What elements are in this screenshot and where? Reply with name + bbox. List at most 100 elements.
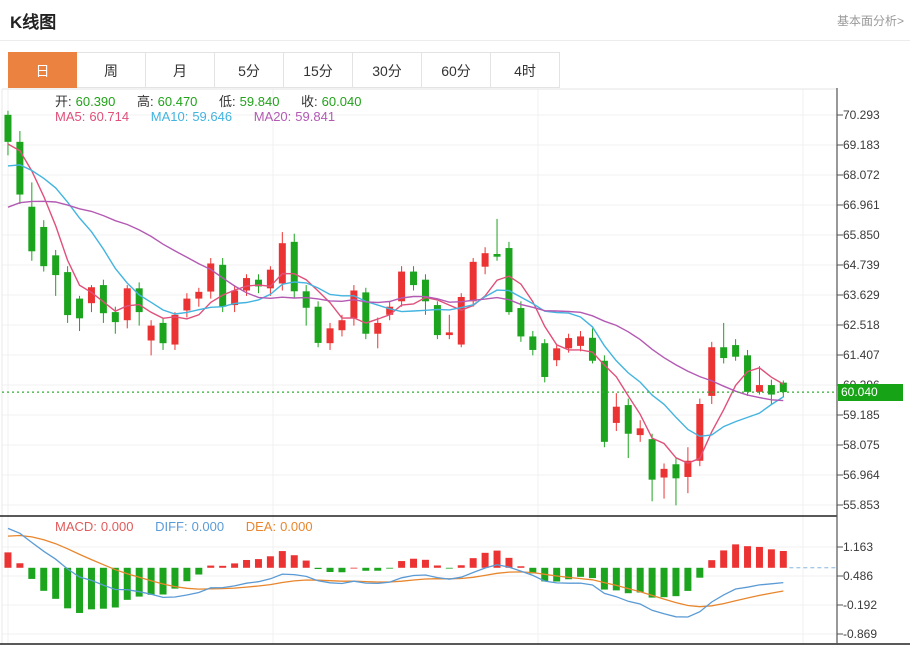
macd-axis-label: -0.869 <box>843 627 878 641</box>
fundamental-analysis-link[interactable]: 基本面分析> <box>836 14 904 28</box>
kline-chart-canvas[interactable] <box>0 88 910 648</box>
macd-bar <box>636 567 644 593</box>
candle-body <box>231 290 239 306</box>
macd-bar <box>231 563 239 568</box>
candle-body <box>147 325 155 341</box>
diff-value: 0.000 <box>191 519 225 534</box>
ma20-value: 59.841 <box>295 109 336 124</box>
candle-body <box>350 290 358 319</box>
macd-bar <box>600 567 608 590</box>
ma10-label: MA10: <box>150 109 189 124</box>
low-label: 低: <box>219 94 236 109</box>
candle-body <box>755 385 763 392</box>
candle-body <box>529 336 537 350</box>
candle-body <box>565 338 573 349</box>
candle-body <box>254 279 262 287</box>
macd-bar <box>219 565 227 568</box>
ma20-label: MA20: <box>253 109 292 124</box>
tab-5[interactable]: 15分 <box>284 52 353 88</box>
macd-bar <box>744 546 752 568</box>
macd-bar <box>469 558 477 568</box>
price-axis-label: 55.853 <box>843 498 880 512</box>
price-axis-label: 62.518 <box>843 318 880 332</box>
macd-legend: MACD: 0.000 DIFF: 0.000 DEA: 0.000 <box>55 519 317 534</box>
tab-1[interactable]: 日 <box>8 52 77 88</box>
candle-body <box>326 328 334 344</box>
macd-bar <box>708 560 716 568</box>
price-axis-label: 69.183 <box>843 138 880 152</box>
candles-layer <box>4 110 787 506</box>
macd-axis-label: 0.486 <box>843 569 874 583</box>
candle-body <box>469 261 477 302</box>
macd-bar <box>76 567 84 613</box>
candle-body <box>410 271 418 286</box>
candle-body <box>600 360 608 442</box>
candle-body <box>28 206 36 252</box>
macd-bar <box>52 567 60 599</box>
macd-layer <box>4 527 787 618</box>
macd-bar <box>99 567 107 609</box>
candle-body <box>541 343 549 377</box>
candle-body <box>159 322 167 344</box>
macd-bar <box>410 558 418 568</box>
macd-bar <box>577 567 585 577</box>
ma10-line <box>7 164 784 438</box>
price-axis-label: 63.629 <box>843 288 880 302</box>
candle-body <box>171 314 179 345</box>
tab-2[interactable]: 周 <box>77 52 146 88</box>
candle-body <box>744 355 752 392</box>
macd-bar <box>87 567 95 610</box>
macd-bar <box>445 567 453 569</box>
price-axis-label: 56.964 <box>843 468 880 482</box>
candle-body <box>648 439 656 480</box>
dea-value: 0.000 <box>280 519 313 534</box>
ma20-line <box>7 200 784 402</box>
macd-bar <box>374 567 382 571</box>
macd-bar <box>314 567 322 570</box>
macd-bar <box>648 567 656 598</box>
candle-body <box>40 226 48 267</box>
candle-body <box>696 404 704 461</box>
tab-8[interactable]: 4时 <box>491 52 560 88</box>
macd-bar <box>326 567 334 572</box>
candle-body <box>660 468 668 478</box>
macd-bar <box>517 566 525 568</box>
macd-bar <box>40 567 48 591</box>
macd-bar <box>529 567 537 574</box>
tab-3[interactable]: 月 <box>146 52 215 88</box>
candle-body <box>243 278 251 291</box>
candle-body <box>517 308 525 337</box>
candle-body <box>720 347 728 359</box>
candle-body <box>767 385 775 395</box>
macd-bar <box>195 567 203 575</box>
macd-bar <box>350 567 358 569</box>
tab-6[interactable]: 30分 <box>353 52 422 88</box>
page-title: K线图 <box>10 13 57 32</box>
macd-bar <box>338 567 346 573</box>
candle-body <box>302 291 310 308</box>
candle-body <box>338 320 346 331</box>
macd-bar <box>386 567 394 569</box>
macd-bar <box>433 565 441 568</box>
ma-legend: MA5: 60.714 MA10: 59.646 MA20: 59.841 <box>55 109 339 124</box>
candle-body <box>636 428 644 436</box>
macd-bar <box>243 559 251 568</box>
tab-4[interactable]: 5分 <box>215 52 284 88</box>
candle-body <box>76 298 84 319</box>
candle-body <box>123 288 131 321</box>
macd-bar <box>696 567 704 578</box>
macd-bar <box>684 567 692 591</box>
tab-7[interactable]: 60分 <box>422 52 491 88</box>
macd-bar <box>266 556 274 568</box>
ma5-label: MA5: <box>55 109 86 124</box>
candle-body <box>588 337 596 361</box>
ohlc-legend: 开: 60.390 高: 60.470 低: 59.840 收: 60.040 <box>55 91 365 110</box>
open-label: 开: <box>55 94 72 109</box>
candle-body <box>290 241 298 292</box>
period-tab-bar: 日周月 5分 15分 30分 60分 4时 <box>8 52 560 88</box>
macd-bar <box>505 557 513 568</box>
macd-bar <box>732 544 740 568</box>
ma5-value: 60.714 <box>89 109 130 124</box>
macd-bar <box>135 567 143 597</box>
macd-bar <box>660 567 668 598</box>
